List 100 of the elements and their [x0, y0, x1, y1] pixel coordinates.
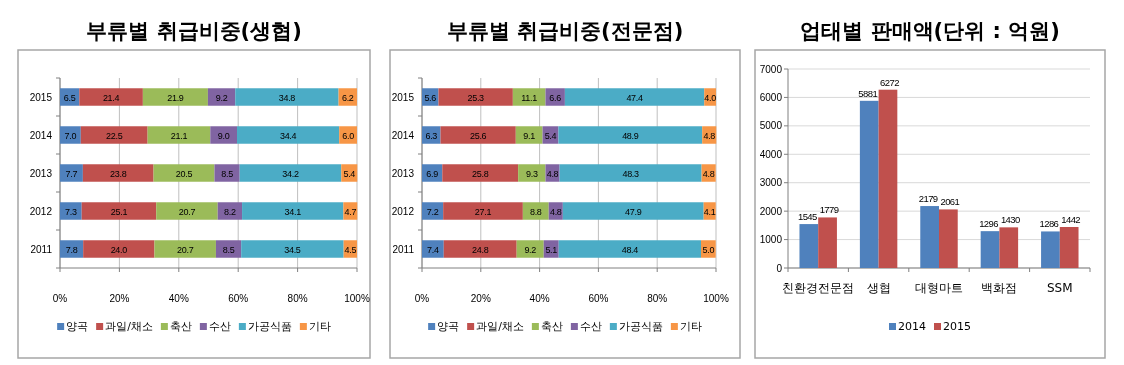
data-label: 1286 — [1039, 218, 1059, 230]
data-label: 1779 — [819, 204, 839, 216]
data-label: 4.8 — [546, 168, 559, 179]
bar — [82, 164, 154, 182]
data-label: 4.5 — [344, 244, 357, 255]
data-label: 21.1 — [170, 130, 188, 141]
data-label: 4.7 — [344, 206, 357, 217]
data-label: 1442 — [1061, 214, 1081, 226]
data-label: 9.3 — [526, 168, 538, 179]
data-label: 21.9 — [167, 92, 184, 103]
bar — [215, 240, 242, 258]
y-tick-label: 4000 — [759, 148, 783, 160]
data-label: 5.4 — [544, 130, 557, 141]
bar — [878, 89, 898, 268]
data-label: 4.0 — [704, 92, 717, 103]
data-label: 11.1 — [521, 92, 538, 103]
data-label: 7.3 — [65, 206, 77, 217]
bar — [237, 126, 340, 144]
data-label: 25.6 — [469, 130, 487, 141]
data-label: 4.8 — [702, 168, 715, 179]
legend-label: 축산 — [540, 320, 563, 333]
data-label: 8.2 — [224, 206, 236, 217]
x-tick-label: 0% — [414, 293, 430, 304]
data-label: 5881 — [858, 87, 878, 99]
bar — [522, 202, 549, 220]
data-label: 48.4 — [621, 244, 639, 255]
data-label: 20.5 — [175, 168, 193, 179]
data-label: 21.4 — [102, 92, 120, 103]
data-label: 5.4 — [343, 168, 356, 179]
data-label: 5.1 — [545, 244, 558, 255]
bar — [207, 88, 236, 106]
bar — [1041, 231, 1060, 268]
x-tick-label: 60% — [588, 293, 609, 304]
data-label: 20.7 — [178, 206, 196, 217]
bar — [1059, 227, 1079, 268]
bar — [516, 240, 544, 258]
bar — [443, 240, 517, 258]
bar — [80, 126, 148, 144]
data-label: 5.0 — [702, 244, 715, 255]
data-label: 20.7 — [177, 244, 194, 255]
y-tick-label: 3000 — [759, 177, 783, 189]
x-tick-label: 생협 — [866, 281, 891, 295]
x-tick-label: 20% — [109, 293, 130, 304]
bar — [859, 100, 879, 268]
bar — [799, 224, 819, 268]
bar — [239, 164, 342, 182]
data-label: 22.5 — [106, 130, 123, 141]
bar — [559, 164, 702, 182]
bar — [235, 88, 339, 106]
data-label: 8.5 — [221, 168, 234, 179]
bar — [980, 231, 1000, 268]
x-tick-label: 친환경전문점 — [782, 281, 855, 295]
bar — [818, 217, 837, 268]
bar — [438, 88, 513, 106]
x-tick-label: 80% — [287, 293, 308, 304]
x-tick-label: 80% — [647, 293, 668, 304]
data-label: 6.2 — [341, 92, 354, 103]
bar — [440, 126, 516, 144]
data-label: 6.5 — [63, 92, 76, 103]
legend-label: 기타 — [308, 320, 331, 333]
bar — [154, 240, 216, 258]
data-label: 9.1 — [523, 130, 536, 141]
bar — [545, 88, 565, 106]
data-label: 7.4 — [427, 244, 439, 255]
chart-title: 부류별 취급비중(생협) — [86, 19, 302, 43]
data-label: 7.0 — [64, 130, 77, 141]
bar — [81, 202, 157, 220]
bar — [60, 240, 84, 258]
y-tick-label: 1000 — [759, 234, 783, 246]
bar — [60, 202, 82, 220]
data-label: 8.5 — [222, 244, 235, 255]
data-label: 34.4 — [279, 130, 297, 141]
y-tick-label: 2011 — [30, 243, 53, 255]
x-tick-label: 백화점 — [981, 281, 1018, 295]
bar — [515, 126, 543, 144]
bar — [422, 202, 444, 220]
data-label: 9.0 — [217, 130, 230, 141]
data-label: 6.9 — [426, 168, 439, 179]
data-label: 2179 — [918, 193, 938, 205]
bar — [156, 202, 218, 220]
y-tick-label: 2015 — [391, 91, 415, 103]
y-tick-label: 2014 — [29, 129, 53, 141]
y-tick-label: 2015 — [29, 91, 53, 103]
chart-title: 부류별 취급비중(전문점) — [446, 19, 684, 43]
data-label: 1430 — [1000, 214, 1020, 226]
data-label: 7.8 — [65, 244, 78, 255]
data-label: 47.9 — [625, 206, 642, 217]
data-label: 24.0 — [110, 244, 128, 255]
data-label: 48.9 — [622, 130, 639, 141]
data-label: 7.7 — [65, 168, 78, 179]
legend-label: 가공식품 — [247, 320, 292, 333]
legend-label: 기타 — [679, 320, 702, 333]
bar — [60, 164, 83, 182]
legend-label: 2015 — [943, 320, 971, 333]
data-label: 1296 — [979, 218, 999, 230]
legend-label: 수산 — [579, 320, 602, 333]
data-label: 5.6 — [424, 92, 437, 103]
data-label: 9.2 — [524, 244, 537, 255]
data-label: 34.8 — [278, 92, 296, 103]
data-label: 23.8 — [110, 168, 127, 179]
